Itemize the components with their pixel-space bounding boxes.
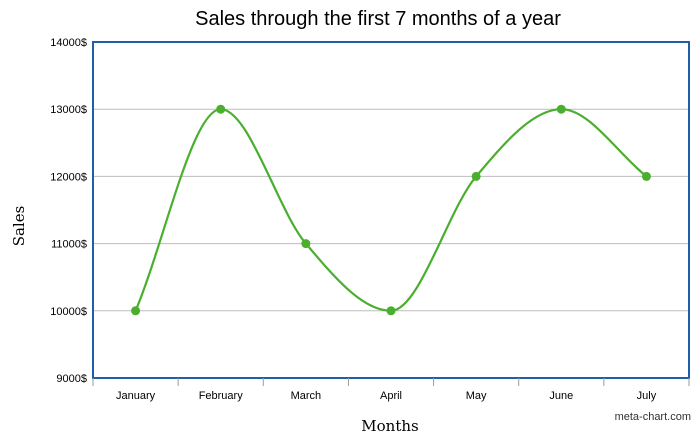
data-point [471,171,481,181]
data-point [641,171,651,181]
y-tick-label: 11000$ [51,239,87,251]
y-axis-label: Sales [10,206,28,247]
data-point [386,306,396,316]
y-tick-label: 9000$ [56,373,87,385]
x-tick-label: February [199,390,244,402]
data-point [216,104,226,114]
y-tick-label: 13000$ [50,104,87,116]
data-point [131,306,141,316]
x-axis-label: Months [361,417,418,435]
x-axis-ticks: January February March April May June July [92,378,690,402]
chart-title: Sales through the first 7 months of a ye… [195,8,561,30]
x-tick-label: May [466,390,487,402]
x-tick-label: March [291,390,322,402]
data-point [301,239,311,249]
x-tick-label: January [116,390,156,402]
data-point [556,104,566,114]
x-tick-label: July [637,390,657,402]
series-line [134,108,648,312]
x-tick-label: April [380,390,402,402]
plot-frame [92,41,690,379]
y-tick-label: 10000$ [50,306,87,318]
x-tick-label: June [549,390,573,402]
y-tick-label: 14000$ [50,37,87,49]
chart-credit: meta-chart.com [615,411,691,423]
data-points [131,104,651,316]
y-tick-label: 12000$ [50,171,87,183]
y-axis-ticks: 9000$ 10000$ 11000$ 12000$ 13000$ 14000$ [50,37,87,385]
gridlines [93,108,689,312]
